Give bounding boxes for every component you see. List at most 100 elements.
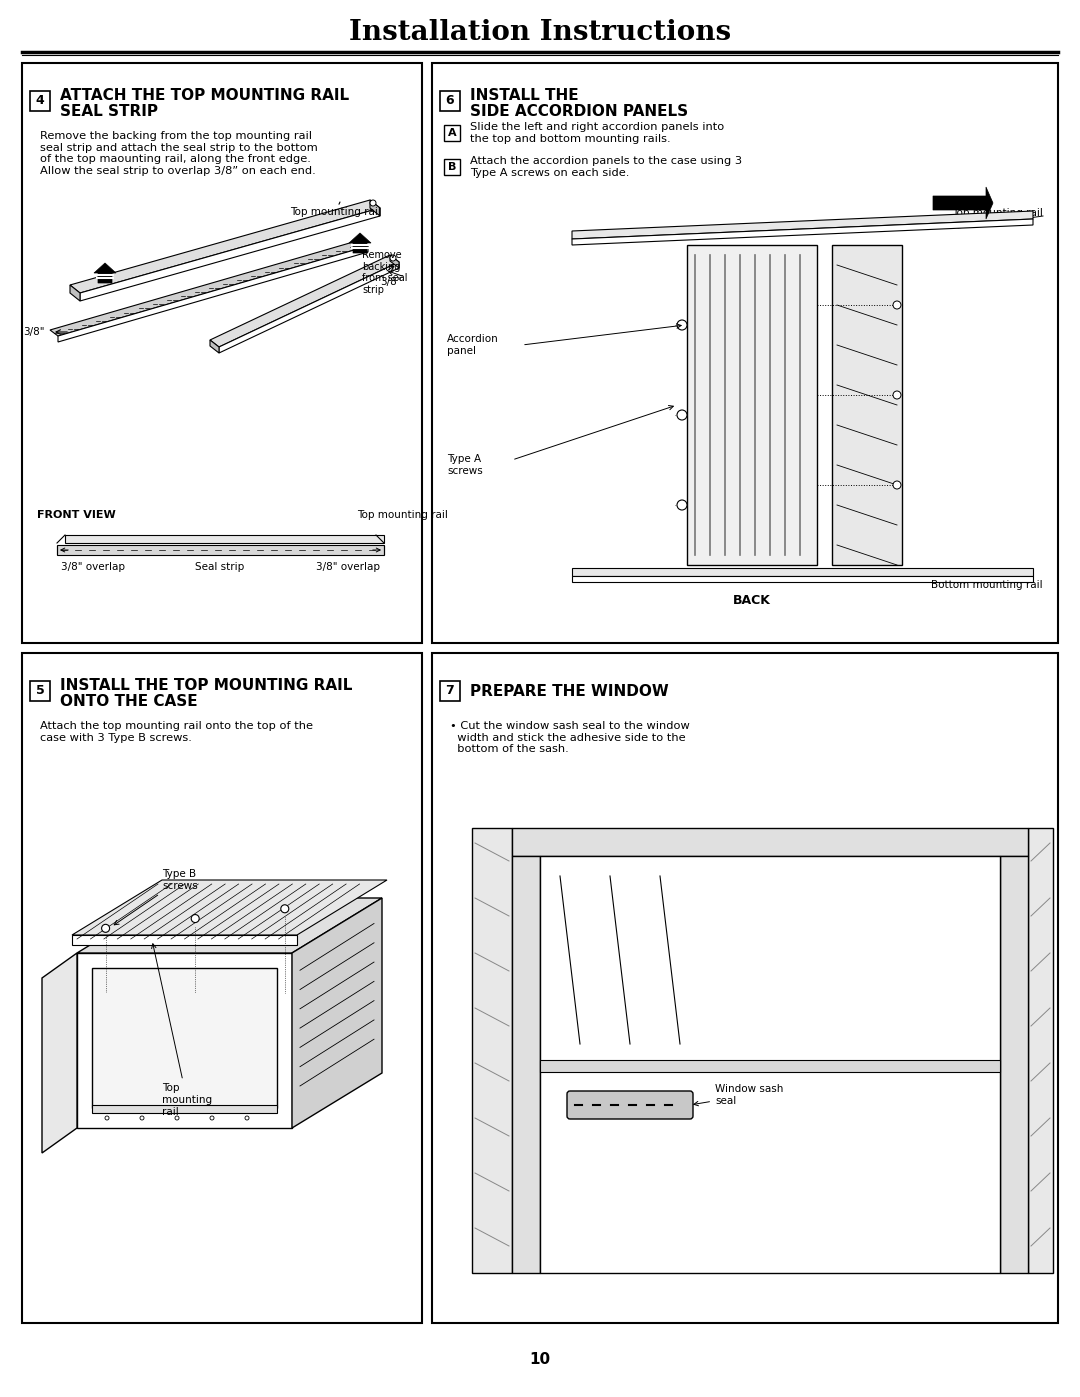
FancyBboxPatch shape (567, 1091, 693, 1119)
Polygon shape (50, 240, 368, 337)
Bar (832, 244, 902, 564)
Polygon shape (572, 569, 1032, 576)
Bar (540, 1060, 1000, 1071)
Bar (1000, 856, 1028, 1273)
Bar (1028, 828, 1053, 1273)
Circle shape (677, 409, 687, 420)
Text: INSIDE: INSIDE (746, 1249, 794, 1261)
Text: 3/8": 3/8" (24, 327, 45, 337)
Circle shape (677, 500, 687, 510)
Text: Top
mounting
rail: Top mounting rail (151, 944, 212, 1116)
Text: Top mounting rail: Top mounting rail (357, 510, 448, 520)
Text: 7: 7 (446, 685, 455, 697)
Polygon shape (72, 935, 297, 944)
Polygon shape (77, 898, 382, 953)
Bar (22, 63, 422, 643)
Polygon shape (70, 285, 80, 300)
Polygon shape (933, 187, 993, 219)
Text: • Cut the window sash seal to the window
  width and stick the adhesive side to : • Cut the window sash seal to the window… (450, 721, 690, 754)
Polygon shape (210, 339, 219, 353)
Text: INSTALL THE: INSTALL THE (470, 88, 579, 102)
Polygon shape (70, 200, 380, 293)
Text: SEAL STRIP: SEAL STRIP (60, 103, 158, 119)
Text: Attach the top mounting rail onto the top of the
case with 3 Type B screws.: Attach the top mounting rail onto the to… (40, 721, 313, 743)
Polygon shape (292, 898, 382, 1127)
Text: 6: 6 (446, 95, 455, 108)
Bar (57, 545, 384, 555)
Polygon shape (210, 256, 399, 346)
Text: A: A (448, 129, 457, 138)
Text: Remove
backing
from seal
strip: Remove backing from seal strip (362, 250, 407, 295)
Text: PREPARE THE WINDOW: PREPARE THE WINDOW (470, 683, 669, 698)
Circle shape (175, 1116, 179, 1120)
Polygon shape (390, 256, 399, 268)
Polygon shape (219, 263, 399, 353)
Text: Accordion
panel: Accordion panel (447, 334, 499, 356)
Text: 3/8" overlap: 3/8" overlap (316, 562, 380, 571)
Text: ATTACH THE TOP MOUNTING RAIL: ATTACH THE TOP MOUNTING RAIL (60, 88, 349, 102)
Polygon shape (72, 880, 387, 935)
Bar (77, 953, 292, 1127)
Polygon shape (572, 211, 1032, 239)
Circle shape (105, 1116, 109, 1120)
Circle shape (390, 256, 396, 261)
Polygon shape (572, 219, 1032, 244)
Circle shape (245, 1116, 249, 1120)
Polygon shape (80, 208, 380, 300)
Bar (440, 91, 460, 110)
Circle shape (893, 481, 901, 489)
Bar (22, 652, 422, 1323)
Bar (444, 124, 460, 141)
Circle shape (210, 1116, 214, 1120)
Circle shape (370, 200, 376, 205)
Bar (540, 856, 1000, 1273)
Bar (65, 535, 384, 543)
Circle shape (191, 915, 199, 922)
Text: B: B (448, 162, 456, 172)
Circle shape (281, 905, 288, 912)
Text: 3/8": 3/8" (380, 277, 402, 286)
Text: Installation Instructions: Installation Instructions (349, 18, 731, 46)
Text: 10: 10 (529, 1352, 551, 1368)
Text: SIDE ACCORDION PANELS: SIDE ACCORDION PANELS (470, 103, 688, 119)
Text: ONTO THE CASE: ONTO THE CASE (60, 693, 198, 708)
Text: Top mounting rail: Top mounting rail (291, 203, 381, 217)
Text: Type B
screws: Type B screws (114, 869, 198, 925)
Bar (30, 91, 50, 110)
Bar (687, 244, 816, 564)
Text: 4: 4 (36, 95, 44, 108)
Text: Seal strip: Seal strip (195, 562, 245, 571)
Polygon shape (42, 953, 77, 1153)
Text: 5: 5 (36, 685, 44, 697)
Circle shape (893, 300, 901, 309)
Text: INSTALL THE TOP MOUNTING RAIL: INSTALL THE TOP MOUNTING RAIL (60, 678, 352, 693)
Circle shape (140, 1116, 144, 1120)
Text: Slide the left and right accordion panels into
the top and bottom mounting rails: Slide the left and right accordion panel… (470, 122, 725, 144)
Text: Bottom mounting rail: Bottom mounting rail (931, 580, 1043, 590)
Bar (432, 63, 1058, 643)
Circle shape (102, 925, 109, 932)
Text: Attach the accordion panels to the case using 3
Type A screws on each side.: Attach the accordion panels to the case … (470, 156, 742, 177)
Text: BACK: BACK (733, 594, 771, 606)
Bar (512, 856, 540, 1273)
Text: FRONT VIEW: FRONT VIEW (37, 510, 116, 520)
Bar (440, 680, 460, 701)
Text: Top mounting rail: Top mounting rail (953, 208, 1043, 218)
Circle shape (893, 391, 901, 400)
Polygon shape (349, 233, 372, 253)
Bar (92, 968, 276, 1108)
Text: 3/8" overlap: 3/8" overlap (60, 562, 125, 571)
Circle shape (677, 320, 687, 330)
Polygon shape (370, 200, 380, 217)
Bar (30, 680, 50, 701)
Bar (444, 159, 460, 175)
Polygon shape (94, 263, 116, 284)
Text: Remove the backing from the top mounting rail
seal strip and attach the seal str: Remove the backing from the top mounting… (40, 131, 318, 176)
Text: Type A
screws: Type A screws (447, 454, 483, 476)
Polygon shape (572, 576, 1032, 583)
Bar (92, 1105, 276, 1113)
Bar (512, 828, 1028, 856)
Polygon shape (58, 246, 368, 342)
Bar (472, 828, 512, 1273)
Bar (432, 652, 1058, 1323)
